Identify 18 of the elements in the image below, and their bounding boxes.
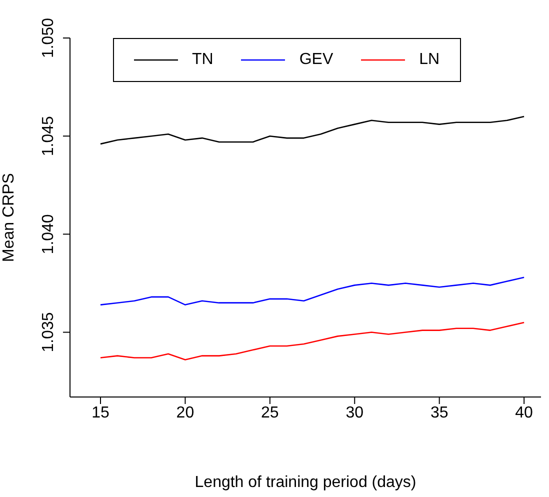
- x-tick-label: 25: [261, 404, 279, 422]
- line-series: [100, 116, 525, 145]
- y-tick-label: 1.050: [40, 18, 57, 58]
- x-axis-title: Length of training period (days): [194, 474, 416, 491]
- x-tick-label: 40: [515, 404, 534, 422]
- y-tick-label: 1.045: [40, 116, 57, 156]
- x-tick-label: 15: [92, 404, 110, 422]
- x-tick-label: 20: [176, 404, 194, 422]
- y-axis-title: Mean CRPS: [0, 173, 18, 262]
- legend-label: LN: [419, 51, 440, 69]
- legend-label: GEV: [299, 51, 334, 69]
- legend-label: TN: [192, 51, 214, 69]
- y-tick-label: 1.040: [40, 214, 57, 254]
- y-tick-label: 1.035: [40, 312, 57, 352]
- line-series: [100, 276, 525, 306]
- x-tick-label: 35: [430, 404, 448, 422]
- x-tick-label: 30: [346, 404, 364, 422]
- line-series: [100, 322, 525, 360]
